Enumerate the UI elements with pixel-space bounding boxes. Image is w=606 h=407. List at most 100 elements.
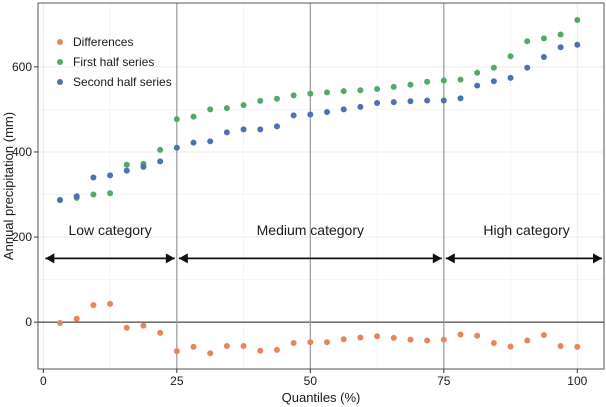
legend-marker (57, 79, 63, 85)
y-tick-label: 400 (12, 145, 32, 159)
point-series-1 (457, 76, 464, 83)
point-series-1 (157, 146, 164, 153)
arrowhead-left (445, 253, 455, 264)
point-series-0 (57, 320, 64, 327)
point-series-0 (207, 350, 214, 357)
point-series-2 (424, 97, 431, 104)
point-series-2 (123, 167, 130, 174)
y-tick-label: 600 (12, 60, 32, 74)
point-series-0 (490, 340, 497, 347)
point-series-1 (90, 191, 97, 198)
point-series-2 (507, 74, 514, 81)
point-series-1 (290, 92, 297, 99)
legend-label: Differences (73, 35, 133, 49)
point-series-1 (190, 113, 197, 120)
point-series-2 (173, 144, 180, 151)
legend-label: First half series (73, 55, 154, 69)
point-series-0 (557, 343, 564, 350)
point-series-1 (440, 77, 447, 84)
arrowhead-left (45, 253, 55, 264)
point-series-0 (240, 343, 247, 350)
point-series-0 (457, 331, 464, 338)
point-series-2 (90, 174, 97, 181)
arrowhead-right (432, 253, 442, 264)
point-series-1 (223, 105, 230, 112)
legend-label: Second half series (73, 75, 172, 89)
point-series-2 (57, 197, 64, 204)
arrowhead-left (178, 253, 188, 264)
axes: 0 200 400 600 0 25 50 75 100 (12, 2, 605, 388)
point-series-1 (324, 89, 331, 96)
point-series-2 (240, 126, 247, 133)
point-series-0 (307, 339, 314, 346)
point-series-1 (407, 81, 414, 88)
point-series-2 (290, 112, 297, 119)
point-series-2 (390, 99, 397, 106)
point-series-2 (340, 106, 347, 113)
point-series-2 (557, 44, 564, 51)
category-bands: Low category Medium category High category (38, 3, 604, 369)
point-series-2 (107, 172, 114, 179)
point-series-0 (357, 334, 364, 341)
point-series-2 (207, 138, 214, 145)
point-series-0 (374, 333, 381, 340)
point-series-1 (123, 161, 130, 168)
point-series-1 (574, 17, 581, 24)
point-series-2 (457, 95, 464, 102)
point-series-2 (157, 158, 164, 165)
point-series-1 (107, 190, 114, 197)
point-series-2 (574, 41, 581, 48)
point-series-0 (574, 343, 581, 350)
plot-border (37, 2, 605, 370)
point-series-1 (474, 69, 481, 76)
point-series-1 (357, 87, 364, 94)
point-series-2 (474, 82, 481, 89)
point-series-2 (490, 78, 497, 85)
point-series-0 (524, 337, 531, 344)
category-label: High category (483, 222, 569, 238)
point-series-0 (173, 348, 180, 355)
point-series-0 (273, 346, 280, 353)
arrowhead-right (593, 253, 602, 264)
y-tick-label: 200 (12, 230, 32, 244)
point-series-1 (540, 35, 547, 42)
point-series-1 (490, 64, 497, 71)
point-series-0 (223, 343, 230, 350)
point-series-2 (540, 54, 547, 61)
plot-background (38, 3, 604, 369)
point-series-0 (507, 343, 514, 350)
point-series-2 (190, 139, 197, 146)
point-series-0 (157, 329, 164, 336)
point-series-2 (440, 97, 447, 104)
point-series-2 (273, 123, 280, 130)
legend-marker (57, 39, 63, 45)
point-series-1 (557, 31, 564, 38)
point-series-0 (107, 300, 114, 307)
point-series-1 (207, 106, 214, 113)
x-axis-label: Quantiles (%) (282, 390, 361, 405)
point-series-1 (307, 90, 314, 97)
point-series-2 (407, 98, 414, 105)
point-series-0 (540, 331, 547, 338)
x-tick-label: 50 (304, 374, 318, 388)
point-series-2 (73, 193, 80, 200)
point-series-1 (257, 97, 264, 104)
point-series-0 (190, 343, 197, 350)
point-series-0 (440, 336, 447, 343)
y-tick-label: 0 (25, 315, 32, 329)
point-series-0 (424, 337, 431, 344)
y-axis-label: Annual precipitation (mm) (1, 112, 16, 260)
point-series-2 (223, 129, 230, 136)
category-label: Low category (68, 222, 151, 238)
point-series-2 (357, 103, 364, 110)
arrowhead-right (165, 253, 175, 264)
point-series-2 (307, 111, 314, 118)
x-tick-label: 25 (170, 374, 184, 388)
point-series-0 (290, 340, 297, 347)
point-series-2 (257, 126, 264, 133)
point-series-0 (324, 339, 331, 346)
point-series-0 (73, 315, 80, 322)
point-series-1 (390, 83, 397, 90)
x-tick-label: 100 (567, 374, 587, 388)
